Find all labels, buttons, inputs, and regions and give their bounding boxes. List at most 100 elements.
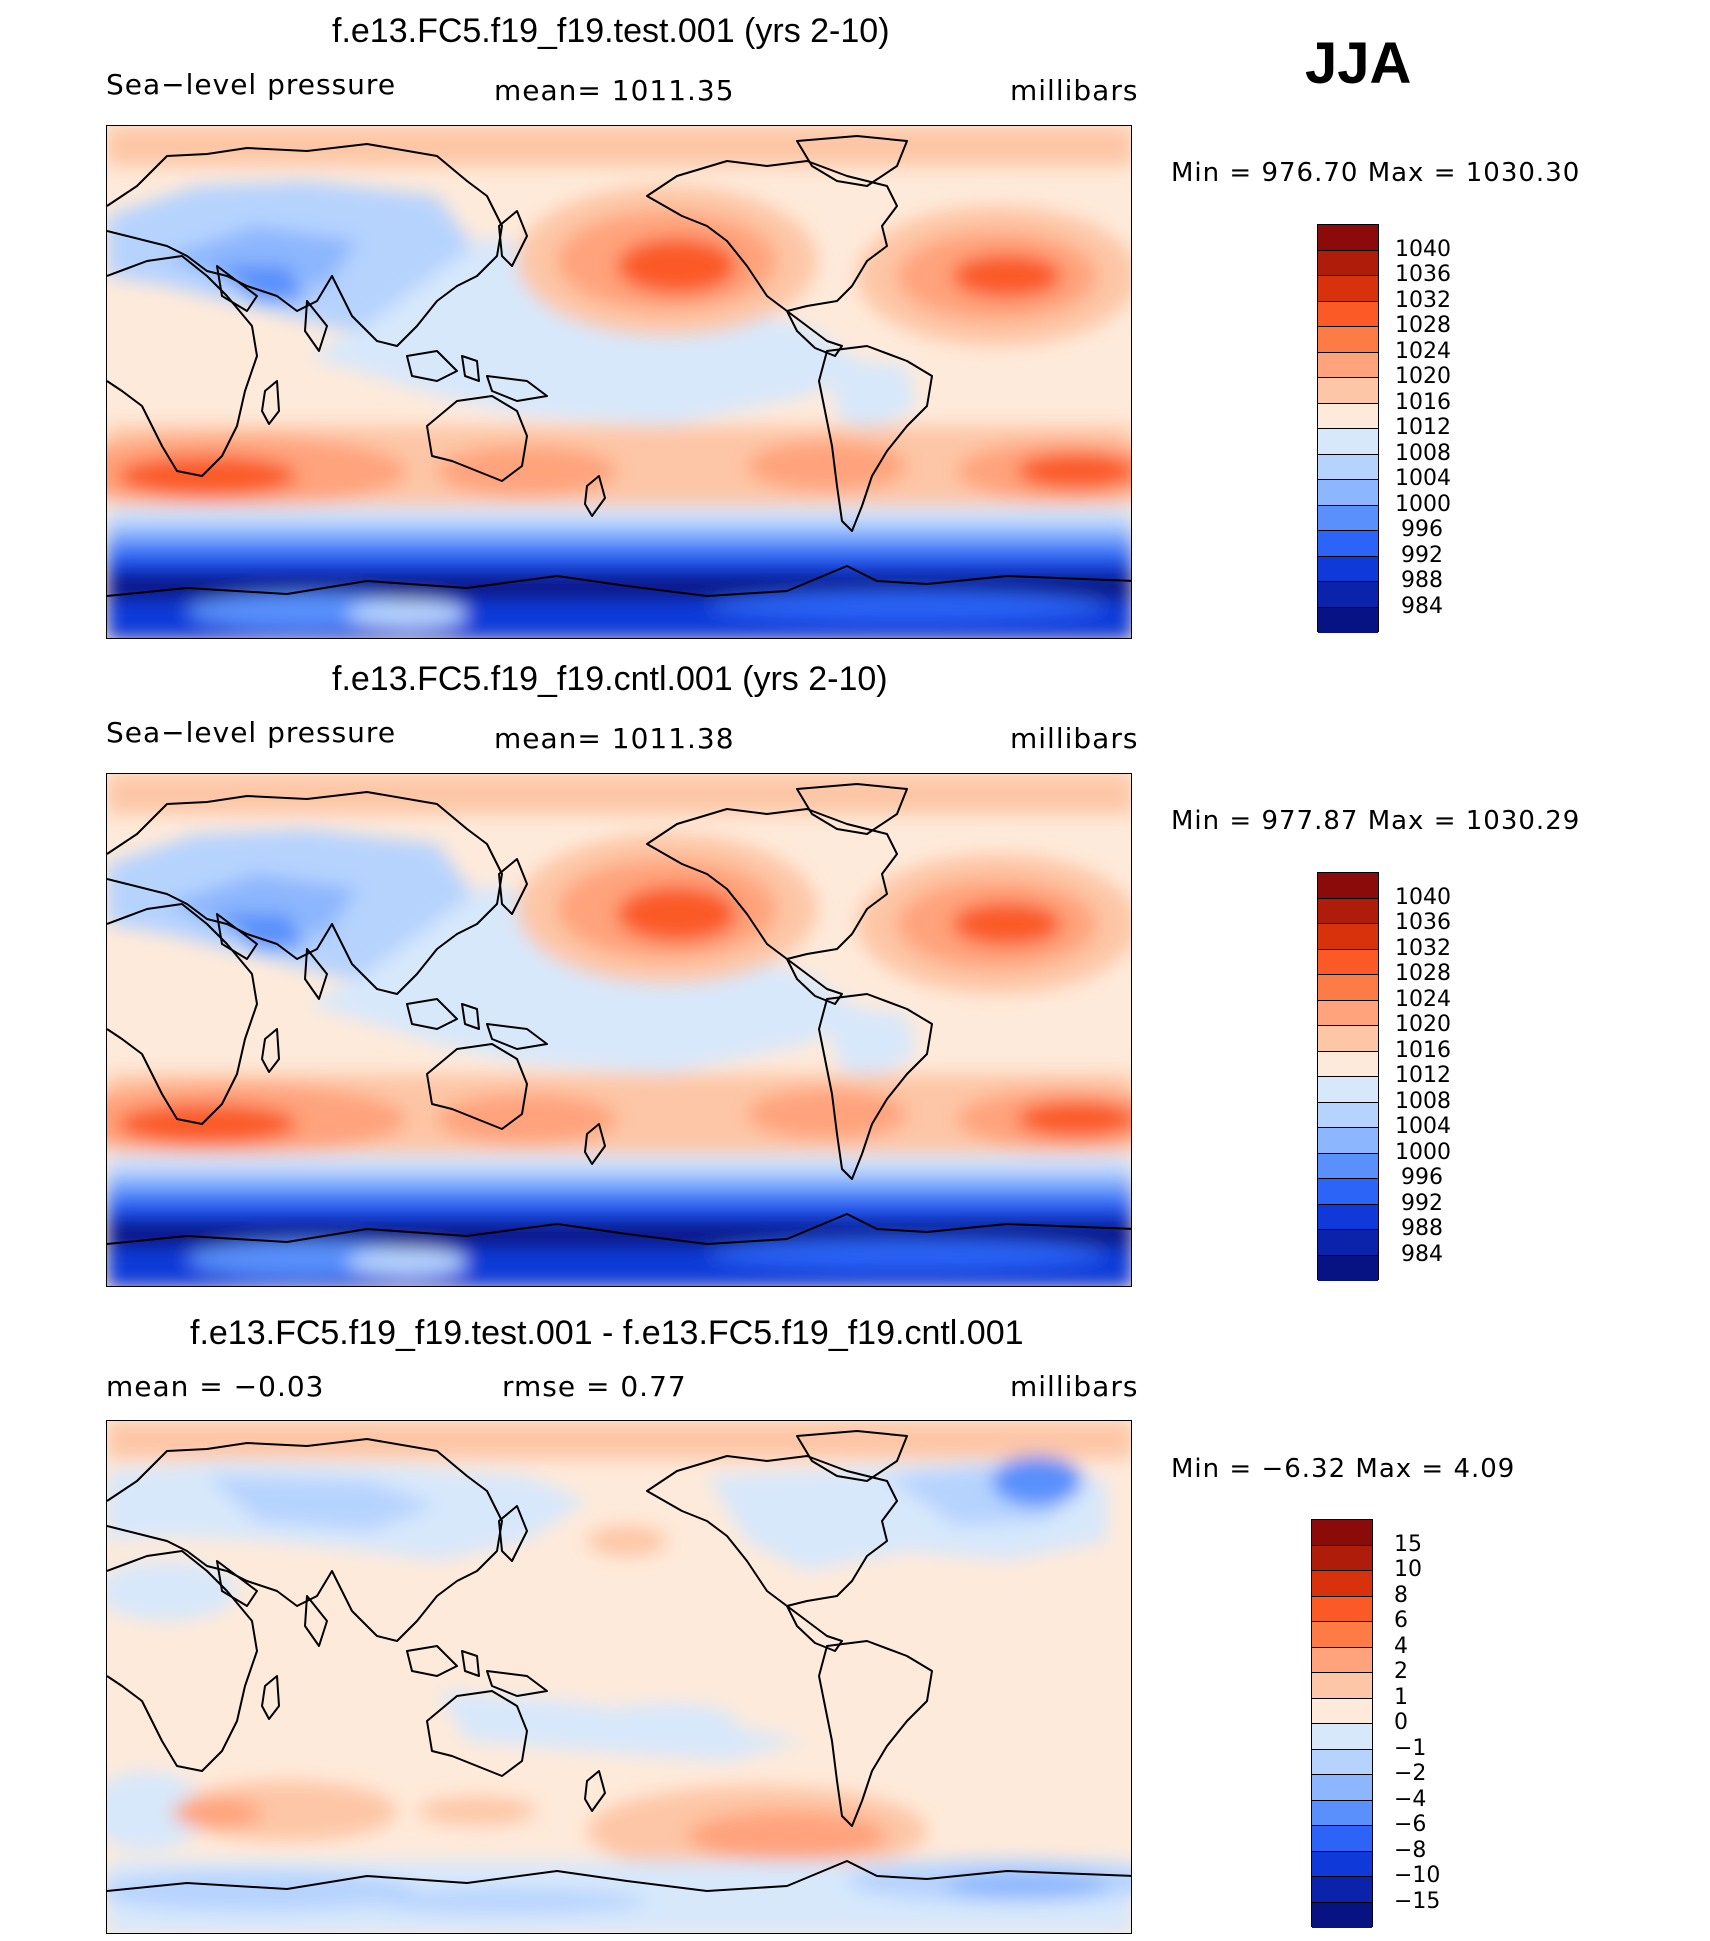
colorbar-tick-label: 996 — [1401, 517, 1443, 542]
colorbar-tick-label: −10 — [1394, 1863, 1441, 1888]
colorbar-tick-label: 4 — [1394, 1633, 1408, 1659]
colorbar-tick-label: 1028 — [1395, 961, 1451, 986]
panel-title-test: f.e13.FC5.f19_f19.test.001 (yrs 2-10) — [332, 12, 890, 50]
colorbar-tick-label: −2 — [1394, 1761, 1427, 1786]
colorbar-swatch — [1318, 924, 1378, 950]
minmax-label-test: Min = 976.70 Max = 1030.30 — [1171, 158, 1581, 188]
colorbar-swatch — [1318, 607, 1378, 633]
colorbar-tick-label: −4 — [1394, 1786, 1427, 1812]
colorbar-swatch — [1318, 429, 1378, 455]
colorbar-swatch — [1312, 1877, 1372, 1903]
colorbar-tick-label: 1024 — [1395, 986, 1451, 1012]
colorbar-tick-label: 1 — [1394, 1684, 1408, 1710]
colorbar-swatch — [1318, 1051, 1378, 1077]
colorbar-swatch — [1312, 1596, 1372, 1622]
colorbar-tick-label: 1036 — [1395, 262, 1451, 287]
colorbar-tick-label: 10 — [1394, 1557, 1422, 1582]
colorbar-tick-label: 1008 — [1395, 1088, 1451, 1114]
colorbar-swatch — [1312, 1673, 1372, 1699]
colorbar-swatch — [1312, 1622, 1372, 1648]
colorbar-swatch — [1318, 250, 1378, 276]
colorbar-swatch — [1318, 403, 1378, 429]
minmax-label-diff: Min = −6.32 Max = 4.09 — [1171, 1454, 1516, 1484]
colorbar-tick-label: 1032 — [1395, 935, 1451, 961]
colorbar-tick-label: 996 — [1401, 1165, 1443, 1190]
colorbar-swatch — [1318, 582, 1378, 608]
contour-map-diff — [107, 1421, 1132, 1934]
panel-left-label-cntl: Sea−level pressure — [106, 716, 397, 749]
colorbar-tick-label: 1000 — [1395, 491, 1451, 517]
colorbar-swatch — [1312, 1851, 1372, 1877]
colorbar-swatch — [1312, 1571, 1372, 1597]
colorbar-tick-label: 1004 — [1395, 1114, 1451, 1139]
colorbar-swatch — [1318, 1102, 1378, 1128]
colorbar-tick-label: 988 — [1401, 568, 1443, 593]
colorbar-diff — [1311, 1519, 1373, 1928]
colorbar-tick-label: 8 — [1394, 1582, 1408, 1608]
colorbar-swatch — [1318, 1230, 1378, 1256]
colorbar-tick-label: 1036 — [1395, 910, 1451, 935]
colorbar-swatch — [1312, 1545, 1372, 1571]
colorbar-tick-label: 1040 — [1395, 236, 1451, 262]
colorbar-swatch — [1318, 454, 1378, 480]
colorbar-swatch — [1318, 1204, 1378, 1230]
colorbar-swatch — [1318, 1026, 1378, 1052]
colorbar-swatch — [1318, 480, 1378, 506]
panel-title-cntl: f.e13.FC5.f19_f19.cntl.001 (yrs 2-10) — [332, 660, 888, 698]
colorbar-tick-label: 1008 — [1395, 440, 1451, 466]
colorbar-swatch — [1318, 1255, 1378, 1281]
colorbar-swatch — [1318, 975, 1378, 1001]
colorbar-tick-label: 15 — [1394, 1531, 1422, 1557]
colorbar-swatch — [1318, 873, 1378, 899]
colorbar-tick-label: 1040 — [1395, 884, 1451, 910]
colorbar-tick-label: 1028 — [1395, 313, 1451, 338]
colorbar-tick-label: −8 — [1394, 1837, 1427, 1863]
panel-mean-label-test: mean= 1011.35 — [494, 74, 735, 107]
colorbar-swatch — [1318, 1128, 1378, 1154]
season-label: JJA — [1305, 31, 1412, 96]
panel-title-diff: f.e13.FC5.f19_f19.test.001 - f.e13.FC5.f… — [190, 1314, 1024, 1352]
colorbar-swatch — [1312, 1800, 1372, 1826]
colorbar-swatch — [1318, 352, 1378, 378]
colorbar-tick-label: 984 — [1401, 593, 1443, 619]
contour-map-test — [107, 126, 1132, 639]
colorbar-swatch — [1318, 556, 1378, 582]
colorbar-swatch — [1312, 1775, 1372, 1801]
colorbar-swatch — [1318, 949, 1378, 975]
colorbar-swatch — [1312, 1520, 1372, 1546]
colorbar-swatch — [1318, 1153, 1378, 1179]
colorbar-tick-label: −15 — [1394, 1888, 1441, 1914]
colorbar-swatch — [1312, 1902, 1372, 1928]
map-diff — [106, 1420, 1132, 1934]
map-cntl — [106, 773, 1132, 1287]
colorbar-tick-label: 988 — [1401, 1216, 1443, 1241]
colorbar-swatch — [1318, 327, 1378, 353]
colorbar-tick-label: 1004 — [1395, 466, 1451, 491]
contour-map-cntl — [107, 774, 1132, 1287]
colorbar-tick-label: −6 — [1394, 1812, 1427, 1837]
map-test — [106, 125, 1132, 639]
panel-mean-label-diff: mean = −0.03 — [106, 1370, 325, 1403]
colorbar-tick-label: 1016 — [1395, 1037, 1451, 1063]
colorbar-swatch — [1312, 1647, 1372, 1673]
colorbar-swatch — [1312, 1749, 1372, 1775]
colorbar-tick-label: 1020 — [1395, 1012, 1451, 1037]
colorbar-tick-label: 992 — [1401, 1190, 1443, 1216]
colorbar-tick-label: 1020 — [1395, 364, 1451, 389]
panel-rmse-label-diff: rmse = 0.77 — [502, 1370, 687, 1403]
colorbar-tick-label: 1024 — [1395, 338, 1451, 364]
minmax-label-cntl: Min = 977.87 Max = 1030.29 — [1171, 806, 1581, 836]
colorbar-swatch — [1318, 276, 1378, 302]
colorbar-swatch — [1318, 1179, 1378, 1205]
colorbar-swatch — [1312, 1724, 1372, 1750]
colorbar-swatch — [1312, 1698, 1372, 1724]
panel-units-label-test: millibars — [1010, 74, 1139, 107]
colorbar-swatch — [1318, 1077, 1378, 1103]
colorbar-tick-label: 992 — [1401, 542, 1443, 568]
panel-left-label-test: Sea−level pressure — [106, 68, 397, 101]
colorbar-tick-label: 1012 — [1395, 1063, 1451, 1088]
colorbar-swatch — [1318, 898, 1378, 924]
panel-mean-label-cntl: mean= 1011.38 — [494, 722, 735, 755]
colorbar-swatch — [1318, 1000, 1378, 1026]
colorbar-cntl — [1317, 872, 1379, 1281]
